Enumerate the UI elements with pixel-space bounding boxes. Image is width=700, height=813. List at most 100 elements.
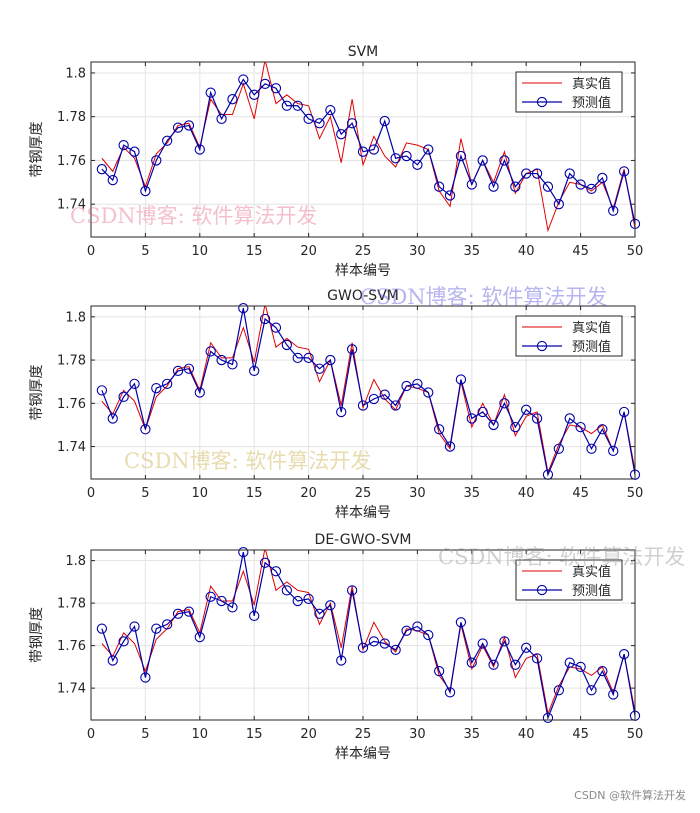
y-tick-label: 1.74 (57, 198, 86, 213)
predicted-point (618, 406, 630, 418)
chart-panel-2: 0 5 10 15 20 25 30 35 40 45 50 1.74 1.76 1.78 1.8 GWO-S… (29, 288, 643, 521)
predicted-point (510, 421, 521, 433)
x-ticks: 0 5 10 15 20 25 30 35 40 45 50 (87, 62, 643, 259)
predicted-point (238, 546, 249, 558)
predicted-point (270, 566, 282, 577)
watermark-2: CSDN博客: 软件算法开发 (360, 285, 608, 309)
predicted-point (455, 374, 467, 385)
watermark-3: CSDN博客: 软件算法开发 (124, 449, 372, 473)
y-tick-label: 1.78 (57, 597, 86, 612)
predicted-point (129, 146, 140, 157)
predicted-point (542, 181, 554, 192)
predicted-point (455, 617, 467, 628)
chart-title: GWO-SVM (327, 288, 399, 304)
chart-title: DE-GWO-SVM (315, 532, 412, 548)
x-tick-label: 30 (409, 244, 426, 259)
predicted-point (390, 644, 401, 656)
predicted-point (531, 168, 543, 179)
x-tick-label: 15 (246, 244, 263, 259)
y-tick-label: 1.76 (57, 154, 86, 169)
predicted-point (118, 636, 129, 647)
predicted-point (205, 346, 216, 357)
predicted-point (227, 94, 238, 105)
predicted-point (346, 344, 358, 355)
x-tick-label: 0 (87, 244, 95, 259)
predicted-point (531, 653, 543, 664)
predicted-point (586, 685, 597, 696)
x-tick-label: 40 (518, 486, 535, 501)
predicted-point (608, 689, 619, 700)
predicted-point (303, 113, 314, 125)
y-tick-label: 1.76 (57, 639, 86, 654)
series-line-actual (101, 550, 635, 716)
legend-marker-predicted (536, 96, 548, 108)
predicted-point (292, 100, 303, 111)
x-tick-label: 45 (572, 244, 589, 259)
predicted-point (423, 144, 434, 155)
predicted-point (488, 181, 499, 192)
predicted-point (444, 441, 456, 452)
predicted-point (140, 424, 151, 435)
legend-box (515, 71, 623, 113)
x-tick-label: 35 (464, 244, 481, 259)
predicted-point (575, 179, 586, 190)
predicted-point (292, 352, 303, 364)
x-tick-label: 25 (355, 486, 372, 501)
x-tick-label: 0 (87, 486, 95, 501)
predicted-point (172, 122, 184, 133)
predicted-point (292, 595, 303, 607)
predicted-point (510, 659, 521, 670)
predicted-markers (96, 546, 641, 724)
predicted-point (357, 642, 369, 653)
y-tick-label: 1.8 (65, 554, 86, 569)
predicted-point (259, 78, 271, 90)
legend-box (515, 559, 623, 601)
predicted-point (238, 303, 249, 314)
predicted-point (172, 365, 184, 377)
legend-marker-predicted (536, 584, 548, 596)
predicted-point (249, 610, 260, 622)
predicted-point (586, 183, 597, 195)
x-axis-label: 样本编号 (335, 505, 391, 521)
y-axis-label: 带钢厚度 (29, 122, 45, 178)
legend-label-actual: 真实值 (572, 320, 611, 336)
predicted-point (357, 146, 369, 157)
predicted-point (412, 378, 423, 389)
predicted-point (521, 404, 532, 415)
x-tick-label: 40 (518, 727, 535, 742)
predicted-point (379, 638, 390, 649)
predicted-point (412, 621, 423, 632)
predicted-point (303, 352, 314, 364)
predicted-point (107, 174, 118, 186)
predicted-point (444, 190, 456, 201)
predicted-point (129, 378, 140, 389)
x-tick-label: 40 (518, 244, 535, 259)
predicted-point (118, 391, 129, 402)
predicted-point (314, 363, 325, 374)
y-axis-label: 带钢厚度 (29, 365, 45, 421)
x-tick-label: 0 (87, 727, 95, 742)
predicted-point (597, 172, 608, 184)
predicted-point (183, 606, 195, 617)
x-tick-label: 25 (355, 727, 372, 742)
legend-label-predicted: 预测值 (572, 583, 611, 599)
y-tick-label: 1.74 (57, 682, 86, 697)
predicted-point (575, 661, 586, 673)
predicted-point (379, 115, 390, 127)
predicted-point (597, 665, 608, 677)
predicted-point (249, 365, 260, 377)
x-tick-label: 30 (409, 486, 426, 501)
legend-label-predicted: 预测值 (572, 95, 611, 111)
legend-label-actual: 真实值 (572, 76, 611, 92)
predicted-point (390, 400, 401, 411)
predicted-point (194, 144, 205, 155)
x-tick-label: 35 (464, 727, 481, 742)
predicted-point (314, 608, 325, 619)
predicted-point (96, 385, 108, 396)
predicted-point (499, 155, 510, 166)
predicted-point (586, 443, 597, 454)
predicted-point (368, 636, 380, 647)
predicted-point (401, 380, 412, 392)
predicted-point (259, 557, 271, 568)
